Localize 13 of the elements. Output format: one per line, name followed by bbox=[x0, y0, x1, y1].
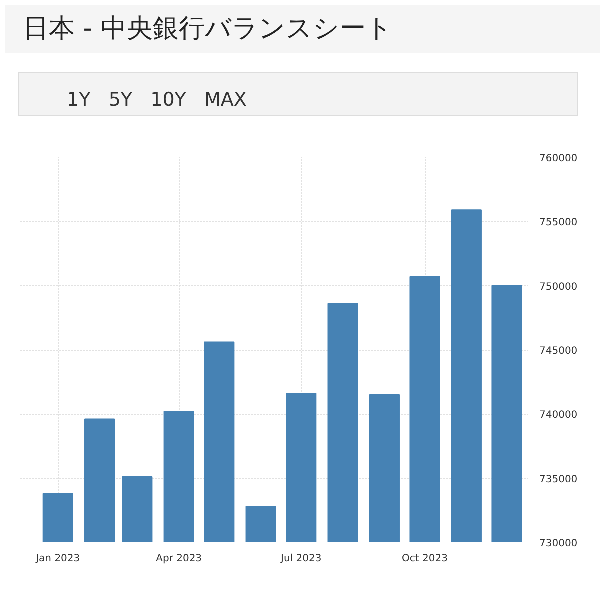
y-tick-label: 760000 bbox=[540, 154, 578, 164]
y-tick-label: 745000 bbox=[540, 346, 578, 357]
x-tick-label: Jan 2023 bbox=[35, 554, 80, 564]
x-tick-label: Jul 2023 bbox=[280, 554, 322, 564]
text: 1Y 5Y 10Y MAX bbox=[67, 89, 247, 111]
chart-title: 日本 - 中央銀行バランスシート bbox=[23, 13, 393, 46]
x-tick-label: Apr 2023 bbox=[156, 554, 202, 564]
x-tick-label: Oct 2023 bbox=[402, 554, 448, 564]
y-tick-label: 735000 bbox=[540, 474, 578, 486]
y-tick-label: 740000 bbox=[540, 410, 578, 422]
y-tick-label: 730000 bbox=[540, 538, 578, 550]
y-tick-label: 750000 bbox=[540, 282, 578, 293]
y-tick-label: 755000 bbox=[540, 218, 578, 229]
